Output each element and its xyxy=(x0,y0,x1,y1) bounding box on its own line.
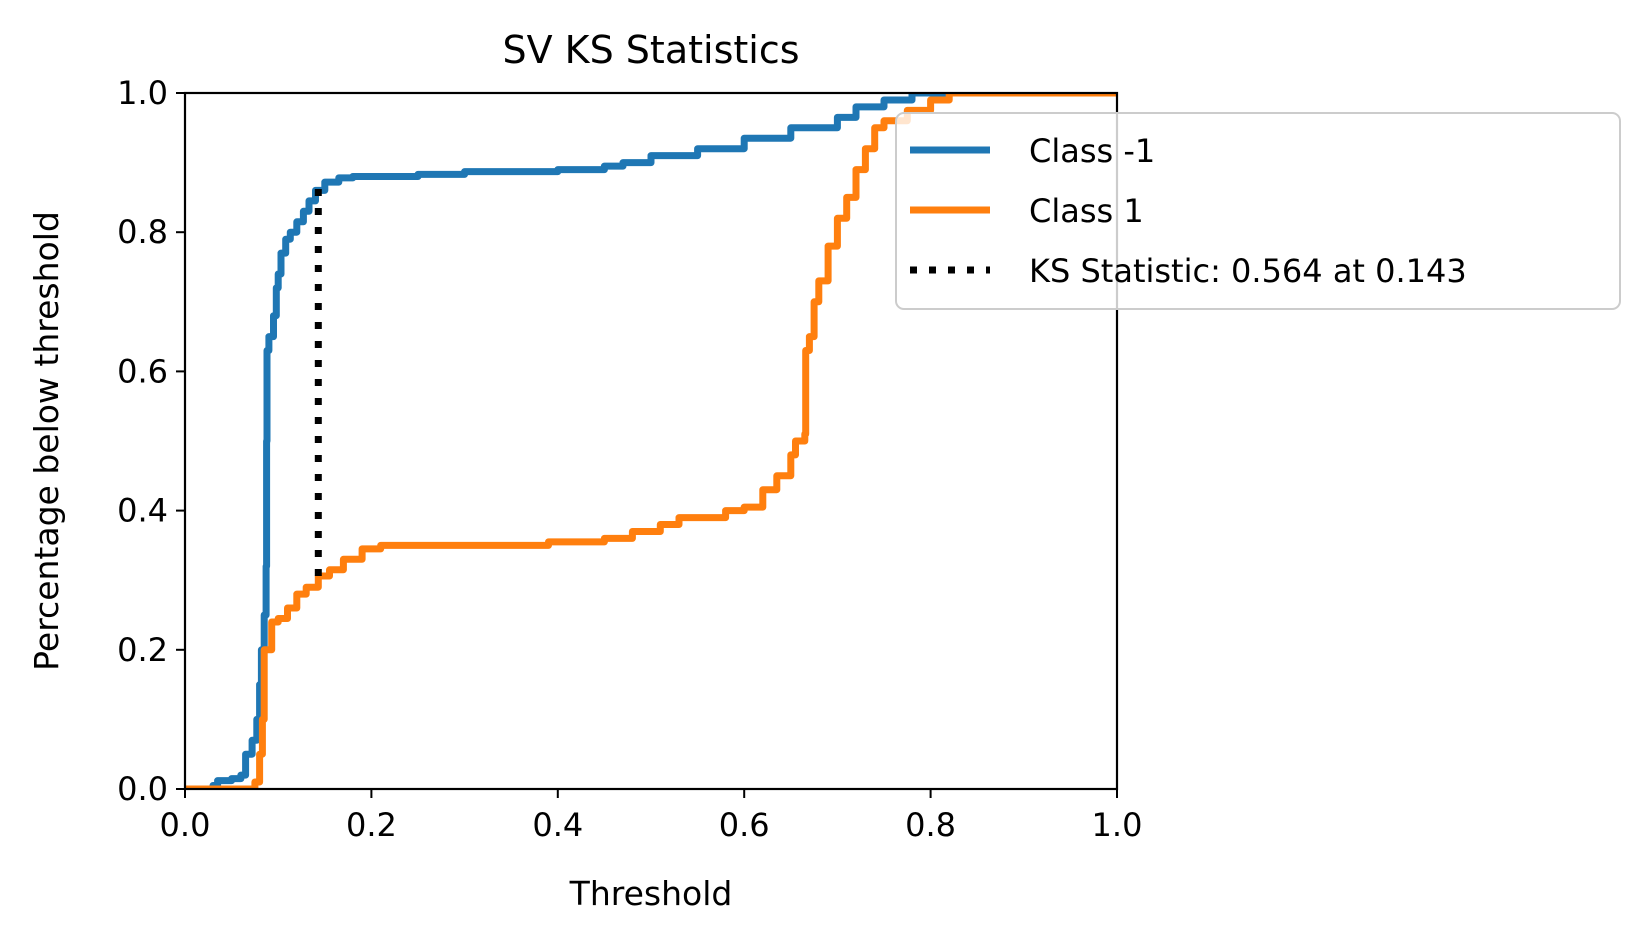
x-tick-label: 0.6 xyxy=(719,806,770,844)
legend-box xyxy=(895,112,1621,310)
x-axis-label: Threshold xyxy=(569,874,733,913)
x-axis: 0.0 0.2 0.4 0.6 0.8 1.0 xyxy=(160,789,1143,844)
y-axis: 0.0 0.2 0.4 0.6 0.8 1.0 xyxy=(117,74,185,808)
x-tick-label: 0.8 xyxy=(905,806,956,844)
y-tick-label: 1.0 xyxy=(117,74,168,112)
y-tick-label: 0.2 xyxy=(117,631,168,669)
y-tick-label: 0.0 xyxy=(117,770,168,808)
legend: Class -1 Class 1 KS Statistic: 0.564 at 0.… xyxy=(895,112,1621,310)
series-layer xyxy=(185,93,1117,789)
y-tick-label: 0.4 xyxy=(117,492,168,530)
plot-frame xyxy=(183,91,1119,791)
x-tick-label: 1.0 xyxy=(1092,806,1143,844)
y-axis-label: Percentage below threshold xyxy=(27,211,66,671)
legend-label-0: Class -1 xyxy=(1029,132,1155,170)
series-line-0 xyxy=(185,93,1117,789)
legend-label-2: KS Statistic: 0.564 at 0.143 xyxy=(1029,252,1467,290)
legend-label-1: Class 1 xyxy=(1029,192,1144,230)
series-line-1 xyxy=(185,93,1117,789)
x-tick-label: 0.2 xyxy=(346,806,397,844)
x-tick-label: 0.4 xyxy=(532,806,583,844)
x-tick-label: 0.0 xyxy=(160,806,211,844)
chart-title: SV KS Statistics xyxy=(502,28,799,72)
y-tick-label: 0.8 xyxy=(117,213,168,251)
y-tick-label: 0.6 xyxy=(117,352,168,390)
